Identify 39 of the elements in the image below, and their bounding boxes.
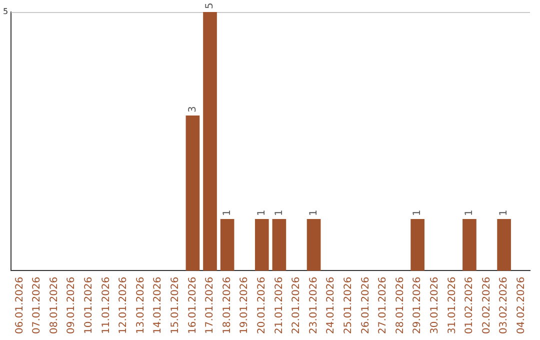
x-tick-label: 12.01.2026 bbox=[118, 276, 130, 334]
x-tick-label: 04.02.2026 bbox=[516, 276, 527, 334]
x-tick-label: 20.01.2026 bbox=[256, 276, 268, 334]
data-label: 1 bbox=[412, 210, 424, 216]
x-tick-label: 29.01.2026 bbox=[412, 276, 424, 334]
data-label: 3 bbox=[187, 106, 198, 112]
data-label: 1 bbox=[222, 210, 233, 216]
x-tick-label: 17.01.2026 bbox=[204, 276, 216, 334]
x-tick-label: 07.01.2026 bbox=[32, 276, 43, 334]
data-label: 1 bbox=[308, 210, 320, 216]
x-tick-label: 19.01.2026 bbox=[239, 276, 250, 334]
x-tick-label: 14.01.2026 bbox=[152, 276, 164, 334]
x-tick-label: 30.01.2026 bbox=[429, 276, 440, 334]
x-tick-label: 22.01.2026 bbox=[291, 276, 302, 334]
x-tick-label: 10.01.2026 bbox=[84, 276, 95, 334]
data-label: 1 bbox=[464, 210, 476, 216]
x-tick-label: 11.01.2026 bbox=[100, 276, 112, 334]
x-tick-label: 03.02.2026 bbox=[498, 276, 510, 334]
x-tick-label: 02.02.2026 bbox=[481, 276, 492, 334]
x-tick-label: 18.01.2026 bbox=[222, 276, 233, 334]
x-tick-label: 27.01.2026 bbox=[378, 276, 389, 334]
x-tick-label: 31.01.2026 bbox=[446, 276, 458, 334]
x-tick-label: 08.01.2026 bbox=[48, 276, 60, 334]
x-tick-label: 09.01.2026 bbox=[66, 276, 78, 334]
data-label: 1 bbox=[498, 210, 510, 216]
x-tick-label: 15.01.2026 bbox=[170, 276, 182, 334]
x-tick-label: 06.01.2026 bbox=[14, 276, 26, 334]
x-tick-label: 28.01.2026 bbox=[394, 276, 406, 334]
x-tick-label: 25.01.2026 bbox=[342, 276, 354, 334]
x-tick-label: 23.01.2026 bbox=[308, 276, 320, 334]
data-label: 1 bbox=[274, 210, 285, 216]
data-label: 1 bbox=[256, 210, 268, 216]
data-label: 5 bbox=[204, 2, 216, 9]
x-tick-label: 01.02.2026 bbox=[464, 276, 476, 334]
x-tick-label: 24.01.2026 bbox=[326, 276, 337, 334]
x-tick-label: 21.01.2026 bbox=[274, 276, 285, 334]
x-tick-label: 26.01.2026 bbox=[360, 276, 372, 334]
x-tick-label: 13.01.2026 bbox=[135, 276, 146, 334]
x-tick-label: 16.01.2026 bbox=[187, 276, 198, 334]
